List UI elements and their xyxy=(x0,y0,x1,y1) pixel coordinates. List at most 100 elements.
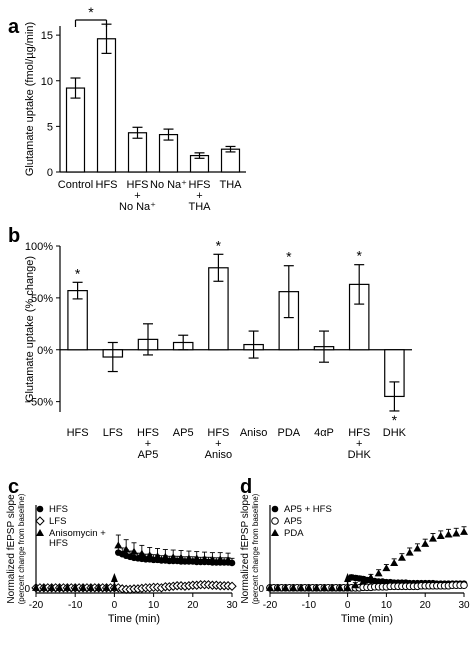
data-point xyxy=(94,583,103,591)
y-axis-label: Glutamate uptake (fmol/µg/min) xyxy=(24,22,36,176)
category-label: HFS xyxy=(207,427,229,439)
category-label: + xyxy=(196,190,202,202)
panel-c: c 0 -20 -10 0 10 20 30 Time (min) Normalized fEP… xyxy=(6,476,238,625)
category-label: No Na⁺ xyxy=(150,179,187,191)
y-tick-label: −50% xyxy=(25,397,54,409)
data-point xyxy=(405,548,414,556)
data-point xyxy=(192,554,201,562)
data-point xyxy=(266,583,274,591)
y-tick-label: 5 xyxy=(47,121,53,133)
data-point xyxy=(161,552,170,560)
category-label: + xyxy=(215,438,221,450)
y-tick-label: 15 xyxy=(41,30,53,42)
category-label: Aniso xyxy=(240,427,268,439)
data-point xyxy=(312,583,321,591)
y-tick-label: 0 xyxy=(24,584,30,595)
data-point xyxy=(421,539,430,547)
data-point xyxy=(281,583,290,591)
category-label: HFS xyxy=(189,179,211,191)
chart-c: 0 -20 -10 0 10 20 30 Time (min) Normalized fEPSP… xyxy=(6,493,238,625)
stimulus-arrow xyxy=(110,573,118,582)
chart-d: 0 -20 -10 0 10 20 30 Time (min) Normalized fEPSP… xyxy=(240,493,470,625)
data-point xyxy=(71,583,80,591)
data-point xyxy=(351,581,360,589)
category-label: AP5 xyxy=(173,427,194,439)
y-axis-label: Normalized fEPSP slope xyxy=(6,494,17,604)
x-tick-label: -10 xyxy=(302,600,317,611)
panel-label-a: a xyxy=(8,16,20,38)
significance-star: * xyxy=(392,412,398,428)
significance-star: * xyxy=(286,249,292,265)
data-point xyxy=(32,583,40,591)
legend-label: AP5 xyxy=(284,516,302,527)
category-label: PDA xyxy=(277,427,300,439)
data-point xyxy=(390,558,399,566)
data-point xyxy=(335,583,344,591)
data-point xyxy=(177,553,186,561)
data-point xyxy=(304,583,313,591)
panel-label-d: d xyxy=(240,476,252,498)
category-label: Control xyxy=(58,179,93,191)
data-point xyxy=(343,583,352,591)
category-label: + xyxy=(145,438,151,450)
category-label: THA xyxy=(220,179,243,191)
x-tick-label: 10 xyxy=(381,600,393,611)
significance-star: * xyxy=(75,265,81,281)
data-point xyxy=(460,581,468,590)
category-label: HFS xyxy=(96,179,118,191)
y-axis-label: Normalized fEPSP slope xyxy=(240,494,251,604)
x-tick-label: -20 xyxy=(263,600,278,611)
legend-label: PDA xyxy=(284,528,304,539)
data-point xyxy=(289,583,298,591)
y-tick-label: 0 xyxy=(258,584,264,595)
data-point xyxy=(452,529,461,537)
bar xyxy=(220,148,241,173)
chart-a: 0 5 10 15 Glutamate uptake (fmol/µg/min) Cont… xyxy=(24,4,246,213)
data-point xyxy=(227,581,237,591)
data-point xyxy=(114,541,123,549)
x-tick-label: 10 xyxy=(148,600,160,611)
x-tick-label: 0 xyxy=(112,600,118,611)
data-point xyxy=(35,516,45,526)
data-point xyxy=(137,549,146,557)
data-point xyxy=(320,583,329,591)
x-axis-label: Time (min) xyxy=(341,613,393,625)
x-axis-label: Time (min) xyxy=(108,613,160,625)
data-point xyxy=(47,583,56,591)
data-point xyxy=(63,583,72,591)
bar xyxy=(96,38,117,173)
category-label: HFS xyxy=(137,427,159,439)
data-point xyxy=(36,529,44,536)
data-point xyxy=(328,583,337,591)
x-tick-label: -20 xyxy=(29,600,44,611)
x-tick-label: 30 xyxy=(226,600,238,611)
panel-b: b −50% 0% 50% 100% Glutamate uptake (% chang… xyxy=(8,225,412,461)
data-point xyxy=(271,505,279,513)
legend-label: LFS xyxy=(49,516,66,527)
category-label: THA xyxy=(189,201,212,213)
y-tick-label: 0 xyxy=(47,167,53,179)
significance-star: * xyxy=(216,237,222,253)
data-point xyxy=(122,545,131,553)
data-point xyxy=(39,583,48,591)
category-label: Aniso xyxy=(205,449,233,461)
data-point xyxy=(36,505,44,513)
category-label: DHK xyxy=(383,427,407,439)
data-point xyxy=(374,569,383,577)
category-label: + xyxy=(356,438,362,450)
data-point xyxy=(79,583,88,591)
legend-label: HFS xyxy=(49,538,68,549)
category-label: HFS xyxy=(348,427,370,439)
data-point xyxy=(366,573,375,581)
data-point xyxy=(224,555,233,563)
data-point xyxy=(428,534,437,542)
panel-a: a 0 5 10 15 Glutamate uptake (fmol/µg/min) Co… xyxy=(8,4,246,213)
chart-b: −50% 0% 50% 100% Glutamate uptake (% change)… xyxy=(24,237,412,461)
category-label: No Na⁺ xyxy=(119,201,156,213)
data-point xyxy=(145,551,154,559)
x-tick-label: 20 xyxy=(187,600,199,611)
data-point xyxy=(382,564,391,572)
category-label: HFS xyxy=(127,179,149,191)
data-point xyxy=(436,532,445,540)
